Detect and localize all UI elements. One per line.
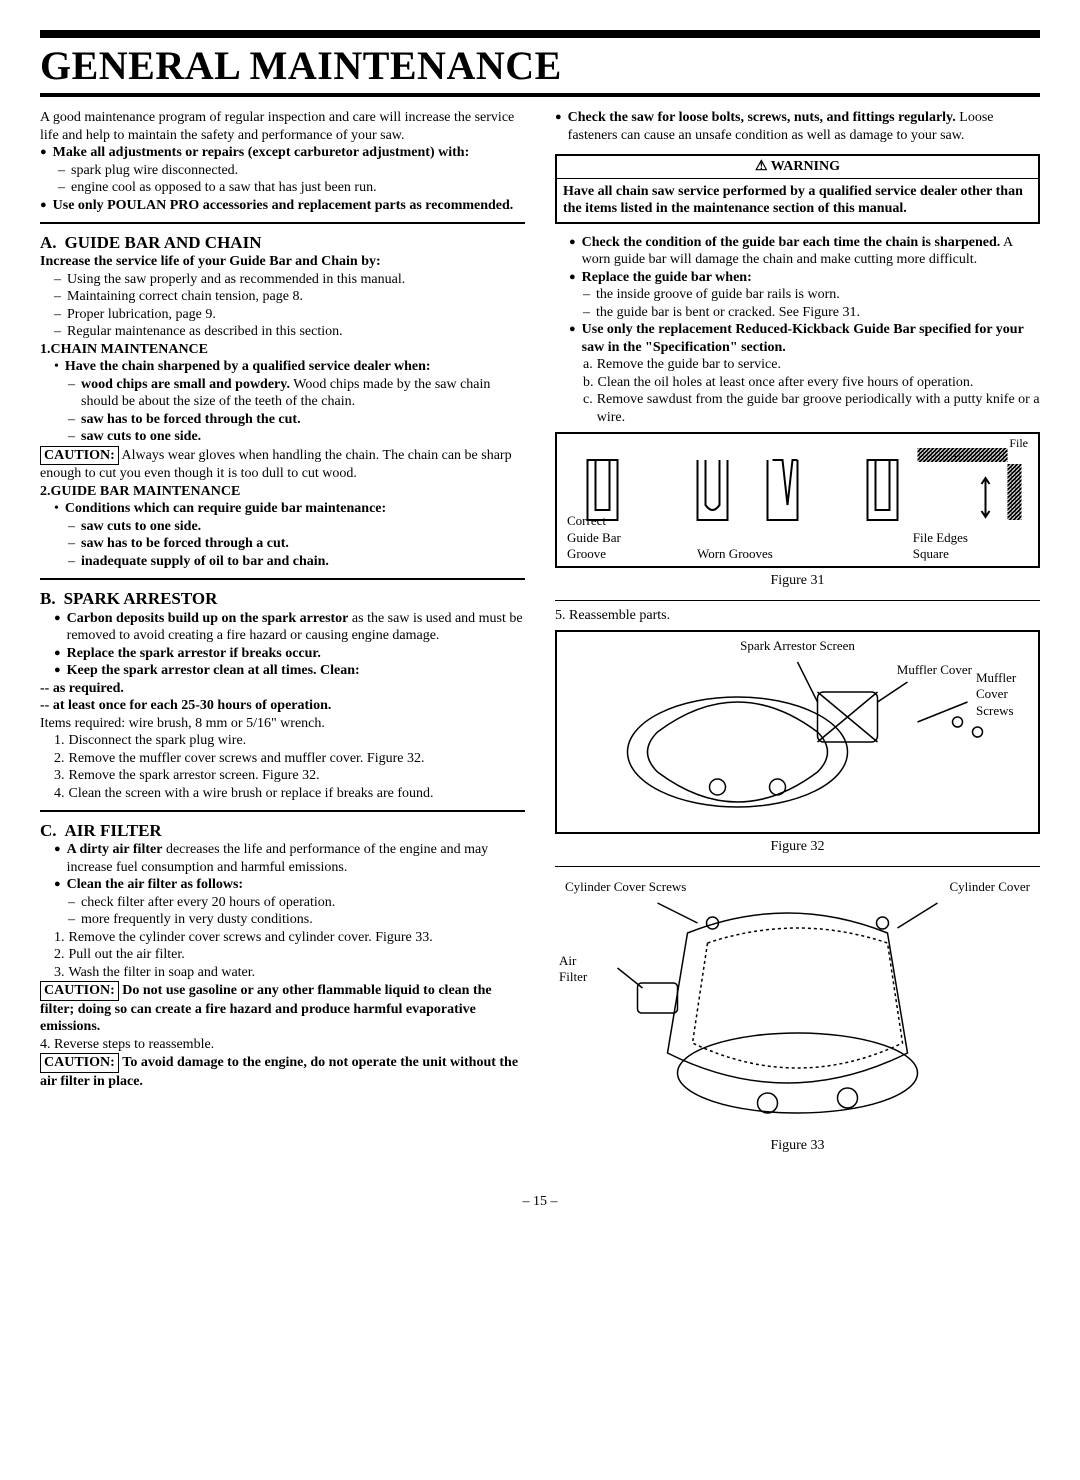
dash-engine-cool: engine cool as opposed to a saw that has… xyxy=(58,179,525,197)
increase-life: Increase the service life of your Guide … xyxy=(40,253,525,271)
b-carbon: Carbon deposits build up on the spark ar… xyxy=(54,610,525,645)
right-column: Check the saw for loose bolts, screws, n… xyxy=(555,109,1040,1164)
bullet-use-accessories: Use only POULAN PRO accessories and repl… xyxy=(40,197,525,215)
r-uc: c.Remove sawdust from the guide bar groo… xyxy=(583,391,1040,426)
b-25-30: -- at least once for each 25-30 hours of… xyxy=(40,697,525,715)
c-dirty: A dirty air filter decreases the life an… xyxy=(54,841,525,876)
c-clean: Clean the air filter as follows: xyxy=(54,876,525,894)
page-number: – 15 – xyxy=(40,1194,1040,1210)
intro-text: A good maintenance program of regular in… xyxy=(40,109,525,144)
bn1: 1.Disconnect the spark plug wire. xyxy=(54,732,525,750)
cn3: 3.Wash the filter in soap and water. xyxy=(54,964,525,982)
bn3: 3.Remove the spark arrestor screen. Figu… xyxy=(54,767,525,785)
cn1: 1.Remove the cylinder cover screws and c… xyxy=(54,929,525,947)
svg-text:←: ← xyxy=(952,447,964,461)
caution-gasoline: CAUTION: Do not use gasoline or any othe… xyxy=(40,981,525,1036)
dash-using: Using the saw properly and as recommende… xyxy=(54,271,525,289)
warning-box: ⚠ WARNING Have all chain saw service per… xyxy=(555,154,1040,224)
fig31-caption: Figure 31 xyxy=(555,572,1040,590)
warning-body: Have all chain saw service performed by … xyxy=(557,179,1038,222)
a1-woodchips: wood chips are small and powdery. Wood c… xyxy=(68,376,525,411)
a2-forced: saw has to be forced through a cut. xyxy=(68,535,525,553)
dash-spark-plug: spark plug wire disconnected. xyxy=(58,162,525,180)
b-items: Items required: wire brush, 8 mm or 5/16… xyxy=(40,715,525,733)
section-b-header: B.SPARK ARRESTOR xyxy=(40,588,525,609)
figure-31: ← CorrectGuide BarGroove Worn Grooves Fi… xyxy=(555,432,1040,568)
caution-gloves: CAUTION: Always wear gloves when handlin… xyxy=(40,446,525,483)
r-ua: a.Remove the guide bar to service. xyxy=(583,356,1040,374)
page-title: GENERAL MAINTENANCE xyxy=(40,30,1040,97)
figure-32: Spark Arrestor Screen Muffler Cover Muff… xyxy=(555,630,1040,834)
a2-oneside: saw cuts to one side. xyxy=(68,518,525,536)
a1-forced: saw has to be forced through the cut. xyxy=(68,411,525,429)
a1-header: 1.CHAIN MAINTENANCE xyxy=(40,341,525,359)
c-more: more frequently in very dusty conditions… xyxy=(68,911,525,929)
r-replace: Replace the guide bar when: xyxy=(569,269,1040,287)
cn4: 4. Reverse steps to reassemble. xyxy=(40,1036,525,1054)
bn4: 4.Clean the screen with a wire brush or … xyxy=(54,785,525,803)
c-check: check filter after every 20 hours of ope… xyxy=(68,894,525,912)
dash-lube: Proper lubrication, page 9. xyxy=(54,306,525,324)
bn2: 2.Remove the muffler cover screws and mu… xyxy=(54,750,525,768)
dash-tension: Maintaining correct chain tension, page … xyxy=(54,288,525,306)
a2-oil: inadequate supply of oil to bar and chai… xyxy=(68,553,525,571)
a1-oneside: saw cuts to one side. xyxy=(68,428,525,446)
dash-regular: Regular maintenance as described in this… xyxy=(54,323,525,341)
figure-33: Cylinder Cover Screws Cylinder Cover Air… xyxy=(555,873,1040,1133)
b-asreq: -- as required. xyxy=(40,680,525,698)
r-check-bolts: Check the saw for loose bolts, screws, n… xyxy=(555,109,1040,144)
r-cond: Check the condition of the guide bar eac… xyxy=(569,234,1040,269)
left-column: A good maintenance program of regular in… xyxy=(40,109,525,1164)
r-ub: b.Clean the oil holes at least once afte… xyxy=(583,374,1040,392)
b-replace: Replace the spark arrestor if breaks occ… xyxy=(54,645,525,663)
bn5: 5. Reassemble parts. xyxy=(555,607,1040,625)
r-repl2: the guide bar is bent or cracked. See Fi… xyxy=(583,304,1040,322)
fig33-caption: Figure 33 xyxy=(555,1137,1040,1155)
a2-conditions: Conditions which can require guide bar m… xyxy=(54,500,525,518)
r-useonly: Use only the replacement Reduced-Kickbac… xyxy=(569,321,1040,356)
a2-header: 2.GUIDE BAR MAINTENANCE xyxy=(40,483,525,501)
a1-sharpened: Have the chain sharpened by a qualified … xyxy=(54,358,525,376)
section-a-header: A.GUIDE BAR AND CHAIN xyxy=(40,232,525,253)
warning-title: ⚠ WARNING xyxy=(557,156,1038,179)
fig32-caption: Figure 32 xyxy=(555,838,1040,856)
cn2: 2.Pull out the air filter. xyxy=(54,946,525,964)
caution-noop: CAUTION: To avoid damage to the engine, … xyxy=(40,1053,525,1090)
section-c-header: C.AIR FILTER xyxy=(40,820,525,841)
r-repl1: the inside groove of guide bar rails is … xyxy=(583,286,1040,304)
bullet-make-adjustments: Make all adjustments or repairs (except … xyxy=(40,144,525,162)
b-keepclean: Keep the spark arrestor clean at all tim… xyxy=(54,662,525,680)
